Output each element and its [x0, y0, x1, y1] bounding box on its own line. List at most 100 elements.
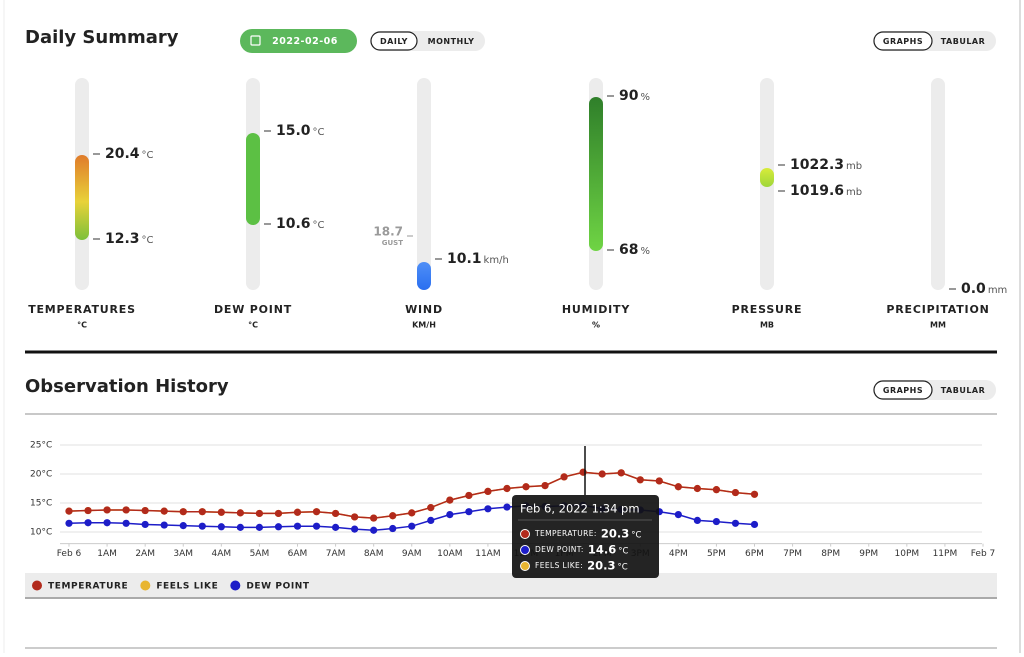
- data-point: [370, 526, 378, 534]
- data-point: [712, 486, 721, 494]
- y-tick-label: 15°C: [30, 499, 52, 509]
- data-point: [503, 503, 511, 511]
- x-tick-label: 2AM: [135, 549, 155, 559]
- gauge-unit: KM/H: [412, 321, 436, 330]
- tooltip-swatch: [520, 561, 530, 571]
- reading-unit: mm: [988, 285, 1007, 296]
- data-point: [636, 476, 644, 484]
- data-point: [160, 507, 168, 515]
- date-picker[interactable]: [240, 29, 357, 53]
- gauge-track: [417, 78, 431, 290]
- legend-label: FEELS LIKE: [156, 582, 218, 592]
- data-point: [484, 487, 492, 495]
- gauge-fill: [75, 155, 89, 240]
- data-point: [484, 505, 492, 513]
- x-tick-label: 10PM: [895, 549, 920, 559]
- tooltip-title: Feb 6, 2022 1:34 pm: [520, 502, 640, 516]
- x-tick-label: 8PM: [821, 549, 840, 559]
- gust-label: GUST: [382, 239, 403, 247]
- toggle-option[interactable]: TABULAR: [941, 386, 986, 395]
- data-point: [122, 506, 130, 514]
- gauge-unit: °C: [77, 321, 87, 330]
- data-point: [427, 504, 435, 512]
- gauge-label: TEMPERATURES: [28, 303, 136, 316]
- toggle-active[interactable]: [873, 380, 933, 400]
- data-point: [274, 523, 283, 531]
- gauge-label: PRECIPITATION: [886, 303, 989, 316]
- toggle-option[interactable]: DAILY: [380, 37, 408, 46]
- legend: TEMPERATURE FEELS LIKE DEW POINT: [32, 580, 310, 592]
- data-point: [179, 522, 187, 530]
- tooltip-unit: °C: [631, 531, 641, 541]
- legend-label: DEW POINT: [246, 582, 310, 592]
- section-title: Observation History: [25, 376, 229, 397]
- data-point: [312, 508, 321, 516]
- toggle-option[interactable]: GRAPHS: [883, 37, 923, 46]
- reading-unit: km/h: [484, 255, 509, 266]
- x-tick-label: 9AM: [402, 549, 422, 559]
- reading-unit: %: [640, 92, 650, 103]
- toggle-option[interactable]: GRAPHS: [883, 386, 923, 395]
- x-tick-label: 10AM: [437, 549, 462, 559]
- y-tick-label: 25°C: [30, 441, 52, 451]
- x-tick-label: 9PM: [859, 549, 878, 559]
- tooltip-label: FEELS LIKE:: [535, 561, 583, 570]
- data-point: [331, 509, 340, 518]
- reading-unit: °C: [142, 235, 154, 246]
- reading-value: 0.0: [961, 281, 986, 297]
- tooltip-value: 20.3: [587, 559, 615, 573]
- data-point: [65, 507, 73, 515]
- data-point: [103, 506, 111, 514]
- toggle-active[interactable]: [370, 31, 418, 51]
- data-point: [465, 491, 473, 500]
- tooltip-unit: °C: [618, 547, 628, 557]
- x-tick-label: 11PM: [933, 549, 958, 559]
- data-point: [198, 522, 206, 530]
- data-point: [103, 519, 111, 527]
- x-tick-label: 7AM: [326, 549, 346, 559]
- gust-value: 18.7: [373, 225, 403, 239]
- data-point: [446, 496, 454, 504]
- x-tick-label: 8AM: [364, 549, 384, 559]
- legend-bar: [25, 573, 997, 598]
- y-tick-label: 20°C: [30, 470, 52, 480]
- reading-unit: mb: [846, 161, 862, 172]
- calendar-icon: [250, 35, 261, 46]
- data-point: [351, 525, 359, 533]
- data-point: [731, 488, 740, 497]
- x-tick-label: 6AM: [288, 549, 308, 559]
- toggle-option[interactable]: TABULAR: [941, 37, 986, 46]
- tooltip-value: 20.3: [601, 527, 629, 541]
- toggle-option[interactable]: MONTHLY: [428, 37, 475, 46]
- tooltip-box: [512, 495, 659, 578]
- reading-unit: °C: [313, 127, 325, 138]
- gauge-unit: %: [592, 321, 600, 330]
- x-tick-label: 4AM: [212, 549, 232, 559]
- data-point: [408, 509, 416, 517]
- data-point: [312, 522, 321, 530]
- gauge-label: HUMIDITY: [562, 303, 631, 316]
- legend-swatch: [230, 580, 241, 591]
- legend-swatch: [32, 580, 42, 591]
- data-point: [465, 508, 473, 516]
- data-point: [503, 484, 511, 493]
- legend-swatch: [140, 580, 151, 591]
- x-tick-label: 7PM: [783, 549, 802, 559]
- data-point: [274, 509, 283, 518]
- data-point: [255, 509, 264, 518]
- data-point: [160, 521, 168, 529]
- data-point: [408, 522, 416, 530]
- reading-value: 15.0: [276, 123, 311, 139]
- data-point: [122, 519, 130, 527]
- x-tick-label: 6PM: [745, 549, 764, 559]
- data-point: [293, 522, 302, 530]
- gauge-fill: [246, 133, 260, 225]
- data-point: [179, 508, 187, 516]
- data-point: [84, 506, 92, 515]
- x-tick-label: Feb 7: [971, 549, 996, 559]
- reading-value: 90: [619, 88, 639, 104]
- toggle-active[interactable]: [873, 31, 933, 51]
